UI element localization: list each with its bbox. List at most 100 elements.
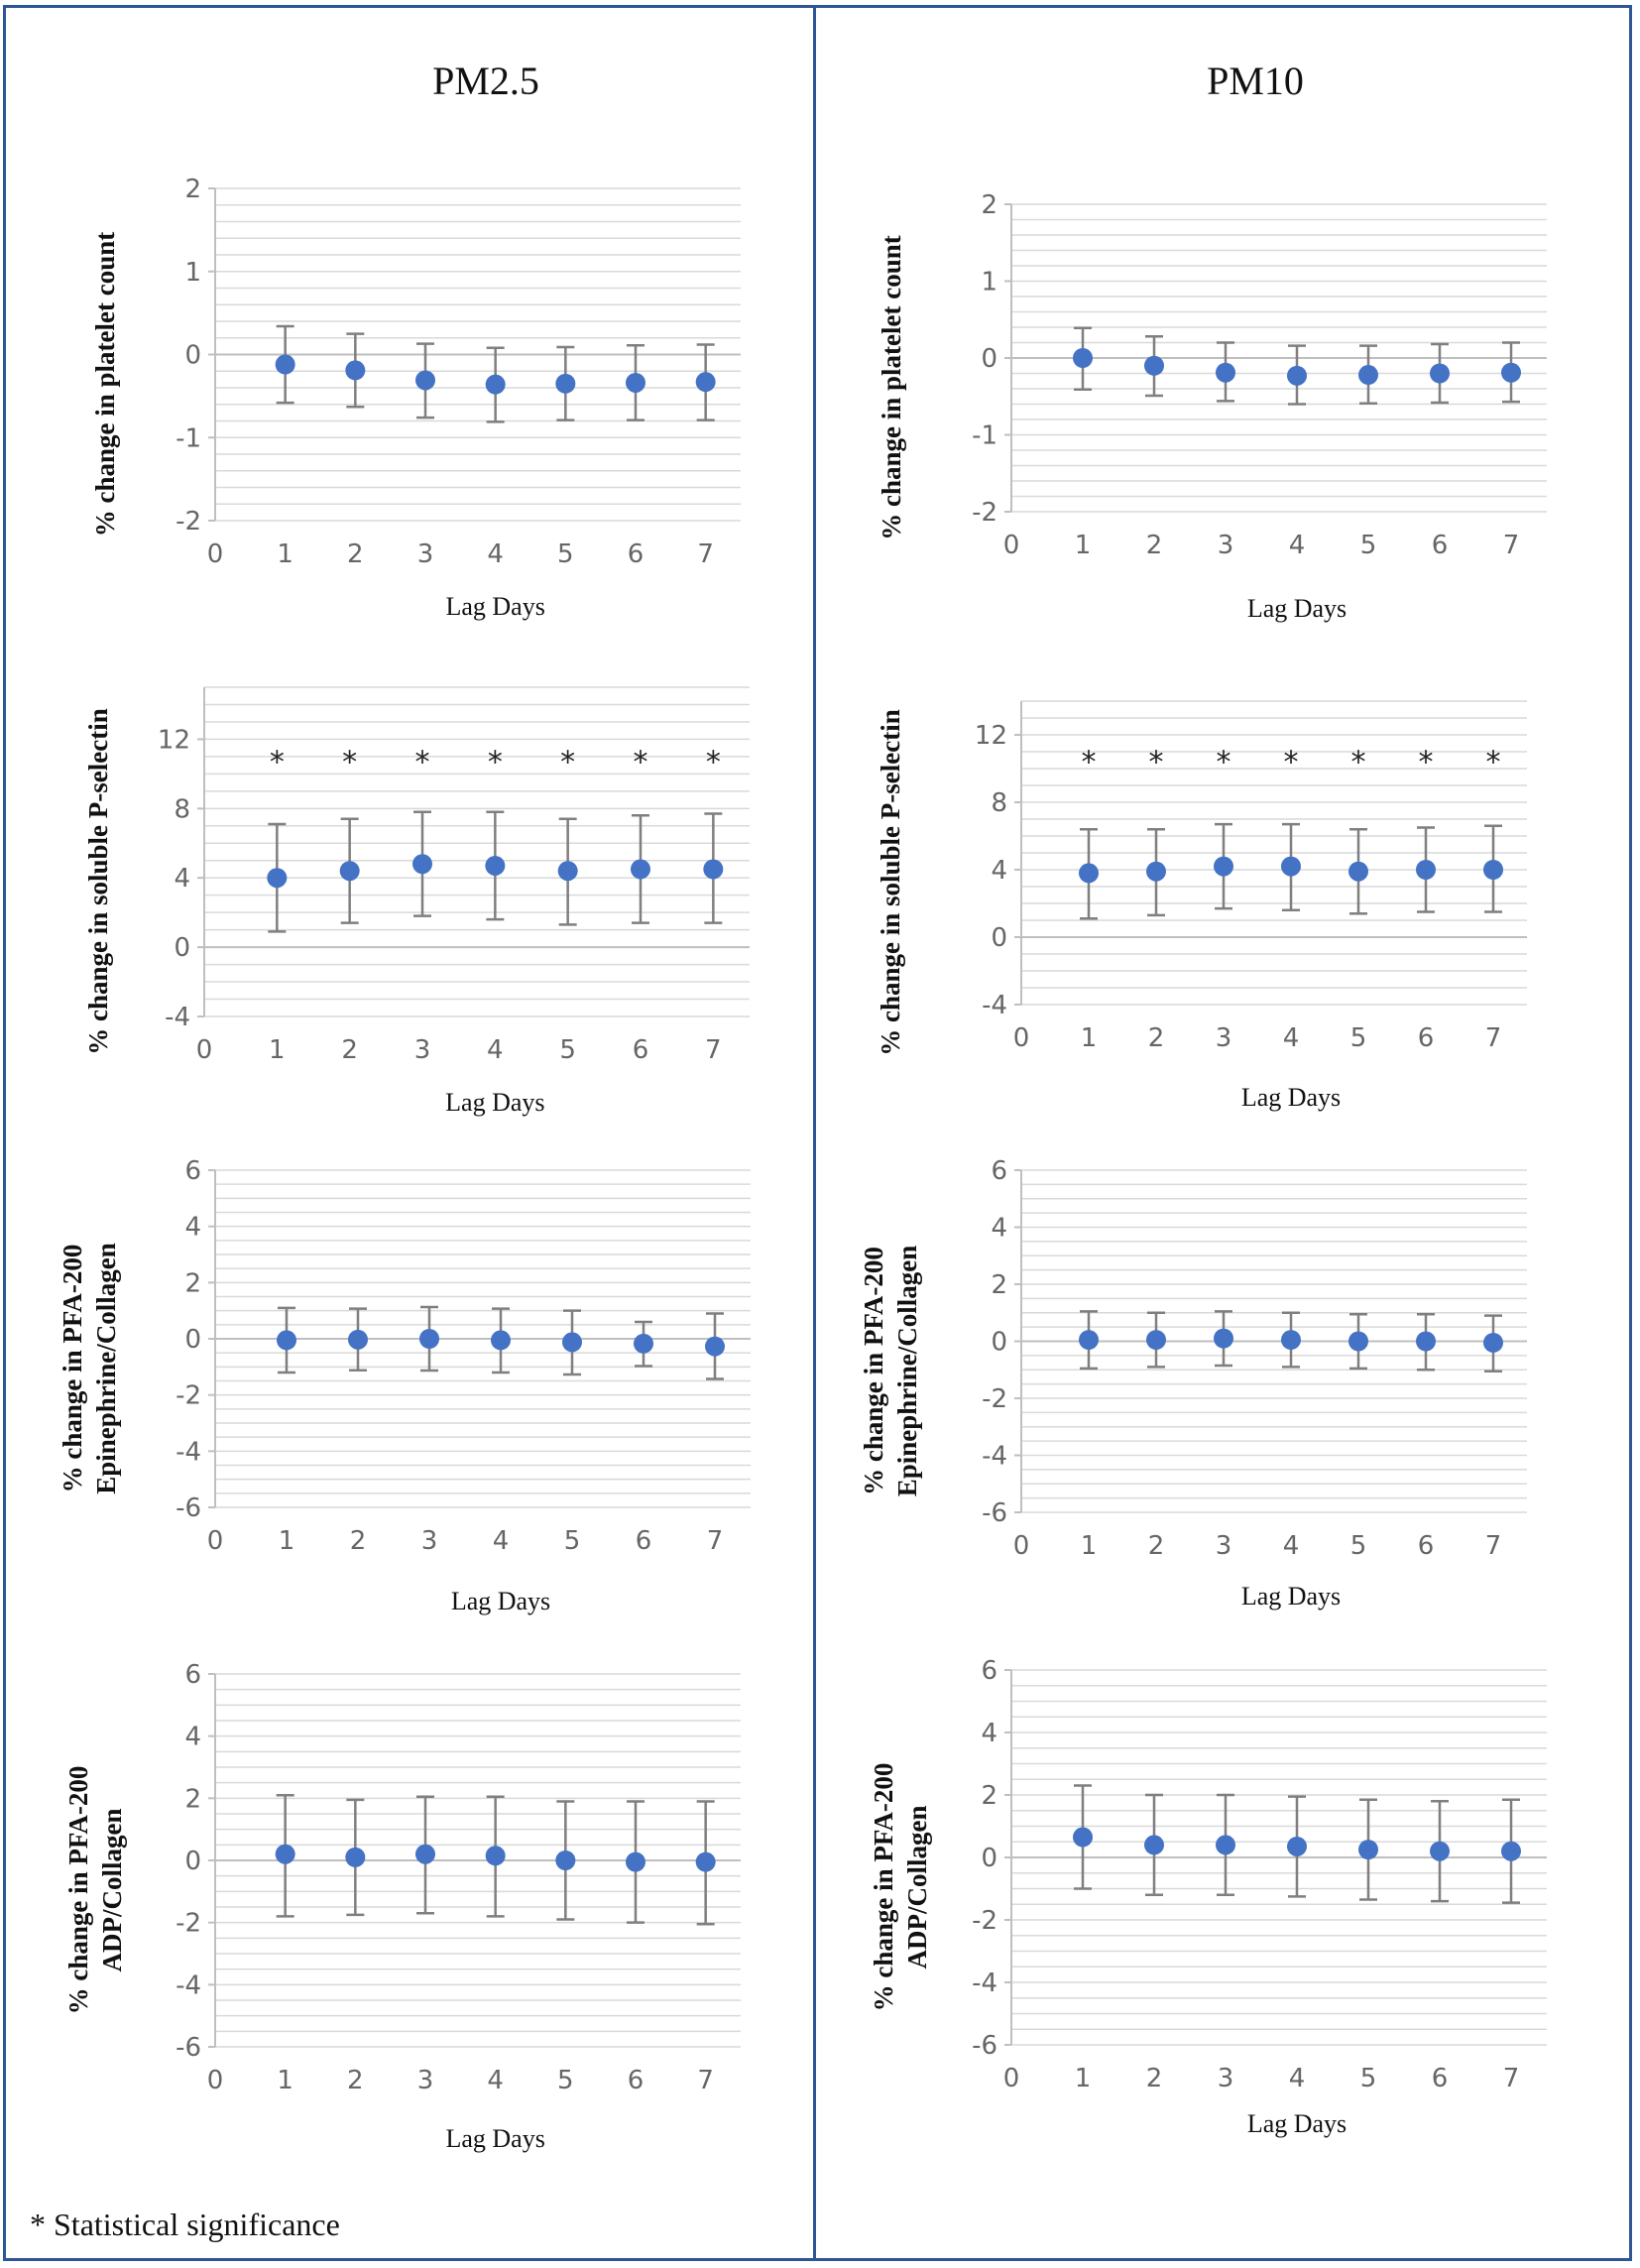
y-axis-label: Epinephrine/Collagen (91, 1243, 121, 1494)
y-tick-label: 4 (184, 1723, 201, 1752)
x-tick-label: 4 (487, 539, 504, 569)
y-tick-label: 2 (184, 1268, 201, 1298)
y-tick-label: 12 (975, 721, 1007, 751)
chart-pm10-platelet-count: -2 -1 0 1 2 0 1 2 3 4 5 6 7 Lag Days % change in plate… (877, 190, 1547, 623)
y-tick-label: 4 (991, 1214, 1007, 1244)
x-tick-label: 7 (697, 2066, 714, 2095)
data-point (1281, 856, 1301, 877)
x-tick-label: 6 (1418, 1023, 1435, 1053)
x-tick-label: 2 (347, 539, 364, 569)
y-tick-label: 12 (158, 725, 190, 755)
y-tick-label: 8 (991, 788, 1007, 818)
x-axis-label: Lag Days (1247, 2109, 1347, 2138)
y-tick-label: 2 (991, 1270, 1007, 1300)
data-point (415, 370, 435, 391)
data-point (419, 1329, 439, 1349)
y-tick-label: 0 (184, 1325, 201, 1355)
y-axis-label: % change in PFA-200 (869, 1763, 898, 2012)
data-point (1216, 362, 1235, 383)
y-tick-label: -6 (176, 2033, 201, 2063)
data-point (555, 1850, 576, 1870)
y-axis-label: ADP/Collagen (902, 1806, 932, 1970)
data-point (1430, 363, 1450, 384)
data-point (1348, 1331, 1368, 1352)
y-tick-label: 8 (174, 794, 190, 824)
x-tick-label: 0 (196, 1035, 213, 1065)
y-tick-label: -2 (176, 1381, 201, 1411)
y-axis-label: Epinephrine/Collagen (892, 1246, 922, 1497)
y-tick-label: 4 (174, 864, 190, 894)
y-tick-label: -2 (176, 1909, 201, 1939)
x-tick-label: 4 (487, 2066, 504, 2095)
x-tick-label: 2 (347, 2066, 364, 2095)
x-tick-label: 1 (1075, 2064, 1092, 2093)
footnote-significance: * Statistical significance (30, 2207, 340, 2242)
data-point (634, 1333, 653, 1354)
data-point (491, 1330, 511, 1351)
data-point (267, 868, 288, 889)
y-tick-label: 1 (981, 268, 997, 298)
x-tick-label: 2 (1146, 531, 1163, 560)
data-point (415, 1844, 435, 1864)
chart-pm25-platelet-count: -2 -1 0 1 2 0 1 2 3 4 5 6 7 Lag Days % change in plate… (90, 175, 741, 621)
x-tick-label: 1 (277, 539, 293, 569)
x-tick-label: 5 (1350, 1531, 1367, 1561)
x-tick-label: 6 (628, 2066, 644, 2095)
x-tick-label: 6 (633, 1035, 649, 1065)
x-tick-label: 7 (1485, 1023, 1502, 1053)
x-tick-label: 5 (557, 539, 574, 569)
x-tick-label: 1 (279, 1526, 295, 1556)
x-axis-label: Lag Days (445, 1088, 544, 1117)
x-tick-label: 1 (269, 1035, 286, 1065)
y-tick-label: -1 (176, 423, 201, 453)
y-tick-label: 0 (174, 933, 190, 963)
x-axis-label: Lag Days (1241, 1582, 1341, 1611)
x-tick-label: 5 (559, 1035, 576, 1065)
y-axis-label: % change in soluble P-selectin (83, 708, 113, 1055)
data-point (485, 1846, 506, 1866)
y-tick-label: 6 (991, 1156, 1007, 1186)
y-tick-label: 0 (184, 341, 201, 371)
y-tick-label: 6 (981, 1656, 997, 1686)
y-axis-label: % change in PFA-200 (58, 1245, 87, 1493)
data-point (412, 854, 432, 875)
x-tick-label: 3 (1216, 1023, 1232, 1053)
x-tick-label: 3 (414, 1035, 431, 1065)
data-point (1079, 863, 1099, 884)
x-tick-label: 7 (1503, 2064, 1520, 2093)
x-tick-label: 1 (277, 2066, 293, 2095)
x-tick-label: 5 (1360, 2064, 1377, 2093)
x-tick-label: 0 (207, 539, 224, 569)
data-point (345, 360, 366, 381)
x-axis-label: Lag Days (445, 592, 544, 621)
y-tick-label: 2 (981, 190, 997, 220)
x-tick-label: 0 (1003, 531, 1020, 560)
data-point (1501, 1841, 1521, 1861)
data-point (555, 373, 576, 394)
x-tick-label: 5 (1360, 531, 1377, 560)
data-point (1416, 860, 1436, 880)
data-point (277, 1330, 296, 1351)
y-tick-label: -4 (982, 1442, 1007, 1472)
y-tick-label: 6 (184, 1156, 201, 1186)
x-axis-label: Lag Days (1247, 594, 1347, 623)
data-point (695, 1851, 716, 1872)
data-point (1073, 348, 1093, 368)
x-tick-label: 0 (1013, 1531, 1030, 1561)
x-tick-label: 1 (1081, 1531, 1098, 1561)
significance-star: * (1486, 746, 1501, 780)
y-tick-label: -2 (176, 507, 201, 537)
x-tick-label: 1 (1075, 531, 1092, 560)
significance-star: * (342, 745, 357, 779)
x-axis-label: Lag Days (445, 2124, 544, 2153)
column-title-pm10: PM10 (1207, 59, 1304, 103)
x-tick-label: 5 (557, 2066, 574, 2095)
y-tick-label: 6 (184, 1660, 201, 1690)
x-tick-label: 4 (487, 1035, 504, 1065)
y-tick-label: -2 (982, 1384, 1007, 1414)
x-tick-label: 6 (1432, 2064, 1449, 2093)
data-point (1287, 1836, 1307, 1856)
significance-star: * (1419, 746, 1434, 780)
y-tick-label: -4 (176, 1970, 201, 2000)
data-point (1430, 1841, 1450, 1861)
